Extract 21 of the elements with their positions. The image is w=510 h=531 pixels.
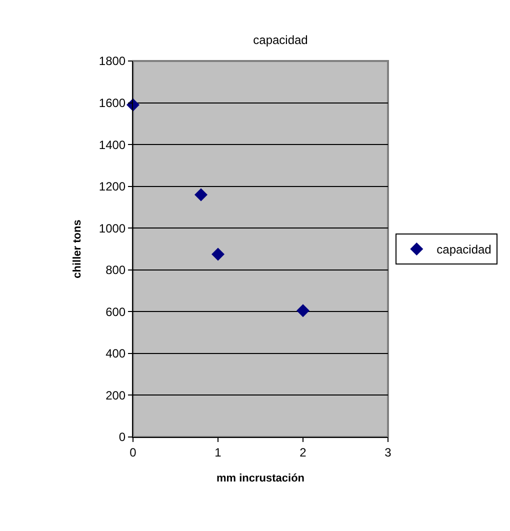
y-tick-label: 1400	[98, 138, 126, 152]
y-tick-label: 1000	[98, 221, 126, 236]
point	[296, 304, 310, 318]
y-tick-label: 200	[106, 388, 126, 402]
point	[194, 188, 208, 202]
x-tick-label: 1	[214, 445, 222, 460]
y-tick-label: 1800	[98, 54, 126, 68]
y-tick-label: 800	[106, 263, 126, 278]
x-tick-label: 3	[384, 445, 392, 460]
x-tick-label: 0	[130, 445, 137, 460]
legend-label: capacidad	[436, 242, 492, 257]
y-tick-label: 1600	[98, 96, 126, 110]
y-tick-label: 0	[118, 430, 126, 444]
point	[212, 248, 224, 261]
x-tick-label: 2	[300, 445, 307, 460]
x-axis-title: mm incrustación	[216, 472, 305, 485]
y-axis-title: chiller tons	[72, 220, 84, 278]
y-tick-label: 400	[106, 346, 126, 361]
chart-title: capacidad	[253, 33, 308, 48]
y-tick-label: 600	[106, 304, 126, 319]
y-tick-label: 1200	[98, 180, 126, 194]
